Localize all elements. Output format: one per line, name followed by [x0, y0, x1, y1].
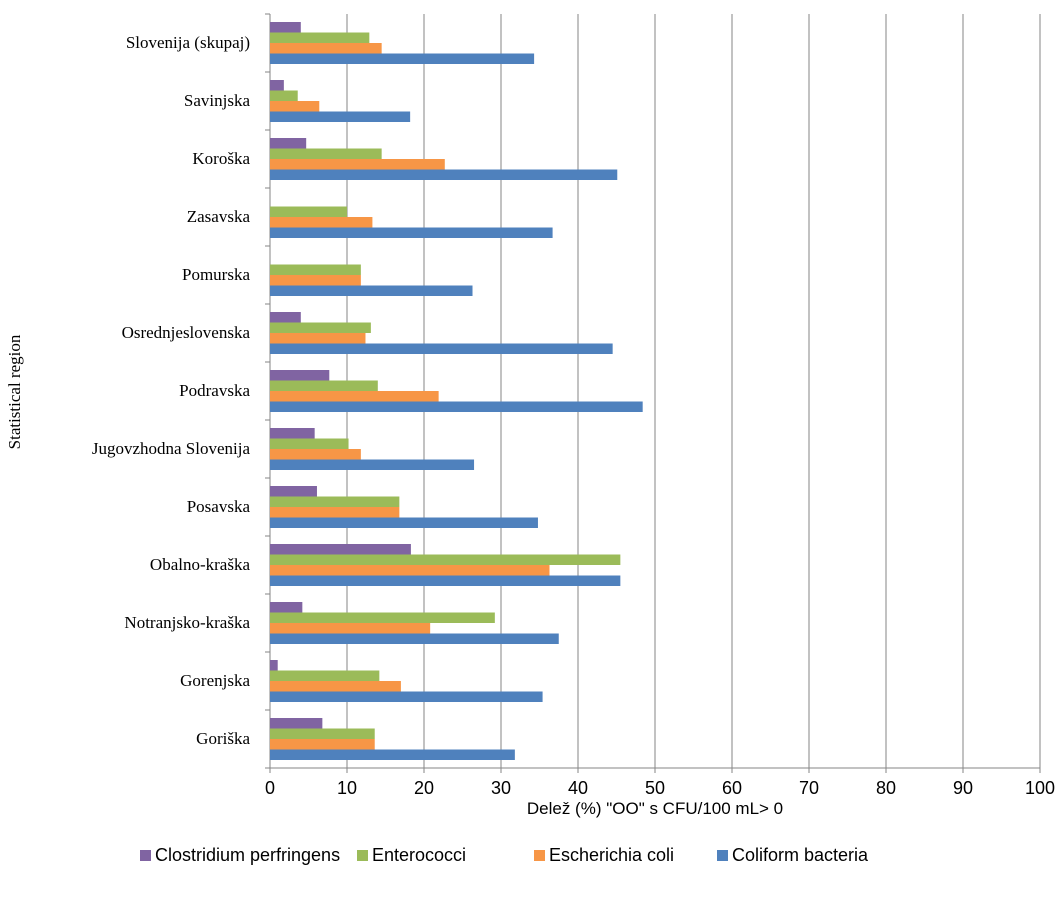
- bar: [270, 80, 284, 91]
- bar: [270, 612, 495, 623]
- bar: [270, 623, 431, 634]
- x-tick-label: 60: [722, 778, 742, 798]
- x-tick-label: 50: [645, 778, 665, 798]
- legend-swatch: [357, 850, 368, 861]
- bar: [270, 285, 473, 296]
- x-tick-label: 30: [491, 778, 511, 798]
- category-label: Posavska: [187, 497, 251, 516]
- legend-label: Clostridium perfringens: [155, 845, 340, 865]
- bar: [270, 517, 538, 528]
- bar: [270, 544, 411, 555]
- category-label: Savinjska: [184, 91, 251, 110]
- bar: [270, 90, 298, 101]
- x-tick-label: 20: [414, 778, 434, 798]
- bar: [270, 428, 315, 439]
- bar: [270, 169, 618, 180]
- bar: [270, 32, 370, 43]
- bar: [270, 370, 330, 381]
- bar: [270, 459, 475, 470]
- x-tick-labels: 0 10 20 30 40 50 60 70 80 90 100: [265, 778, 1055, 798]
- legend-label: Enterococci: [372, 845, 466, 865]
- bar: [270, 264, 361, 275]
- bar: [270, 22, 301, 33]
- bar: [270, 486, 317, 497]
- bar: [270, 53, 535, 64]
- bar: [270, 602, 303, 613]
- bar: [270, 43, 382, 54]
- bar: [270, 575, 621, 586]
- category-labels: Goriška Gorenjska Notranjsko-kraška Obalno-…: [92, 33, 251, 748]
- bar: [270, 275, 361, 286]
- bar: [270, 227, 553, 238]
- bar: [270, 401, 643, 412]
- x-tick-label: 100: [1025, 778, 1055, 798]
- bar: [270, 138, 307, 149]
- bar: [270, 681, 401, 692]
- x-axis-title: Delež (%) "OO" s CFU/100 mL> 0: [527, 799, 783, 818]
- bar: [270, 438, 349, 449]
- legend-swatch: [717, 850, 728, 861]
- legend-label: Escherichia coli: [549, 845, 674, 865]
- bar: [270, 148, 382, 159]
- bar: [270, 343, 613, 354]
- category-label: Zasavska: [187, 207, 251, 226]
- bar: [270, 101, 320, 112]
- bar: [270, 565, 550, 576]
- x-tick-label: 90: [953, 778, 973, 798]
- bar: [270, 728, 375, 739]
- bar: [270, 633, 559, 644]
- x-tick-label: 70: [799, 778, 819, 798]
- category-label: Podravska: [179, 381, 250, 400]
- category-label: Goriška: [196, 729, 250, 748]
- legend-swatch: [140, 850, 151, 861]
- bar: [270, 507, 400, 518]
- y-axis-title: Statistical region: [5, 334, 24, 449]
- bar: [270, 206, 347, 217]
- bar: [270, 449, 361, 460]
- bar: [270, 333, 366, 344]
- category-label: Jugovzhodna Slovenija: [92, 439, 251, 458]
- bar: [270, 312, 301, 323]
- x-tick-label: 0: [265, 778, 275, 798]
- bar: [270, 670, 380, 681]
- legend: Clostridium perfringens Enterococci Escher…: [140, 845, 869, 865]
- bar: [270, 739, 375, 750]
- category-label: Koroška: [192, 149, 250, 168]
- bar: [270, 380, 378, 391]
- legend-label: Coliform bacteria: [732, 845, 869, 865]
- bar: [270, 159, 445, 170]
- bar: [270, 749, 515, 760]
- bar: [270, 322, 371, 333]
- bar: [270, 217, 373, 228]
- bar: [270, 111, 411, 122]
- bar: [270, 718, 323, 729]
- bar: [270, 691, 543, 702]
- bar: [270, 660, 278, 671]
- category-label: Pomurska: [182, 265, 250, 284]
- category-label: Gorenjska: [180, 671, 250, 690]
- bar: [270, 496, 400, 507]
- x-tick-label: 10: [337, 778, 357, 798]
- bar: [270, 554, 621, 565]
- bars: [270, 22, 643, 760]
- legend-swatch: [534, 850, 545, 861]
- category-label: Slovenija (skupaj): [126, 33, 250, 52]
- category-label: Osrednjeslovenska: [122, 323, 251, 342]
- x-tick-label: 40: [568, 778, 588, 798]
- category-label: Notranjsko-kraška: [124, 613, 250, 632]
- category-label: Obalno-kraška: [150, 555, 251, 574]
- bar: [270, 391, 439, 402]
- x-tick-label: 80: [876, 778, 896, 798]
